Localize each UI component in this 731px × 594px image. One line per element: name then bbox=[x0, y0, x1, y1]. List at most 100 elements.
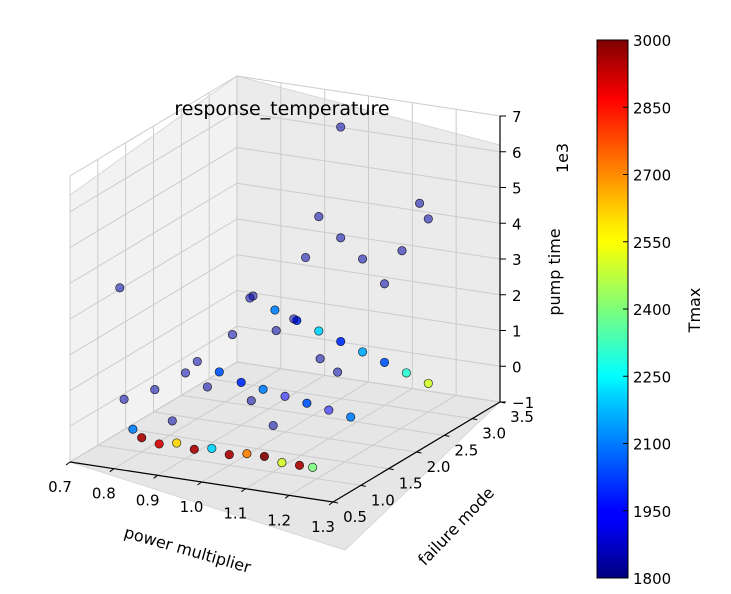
x-tick-mark bbox=[328, 501, 334, 506]
data-point bbox=[268, 420, 278, 431]
data-point bbox=[324, 405, 334, 415]
z-tick-label: 2 bbox=[512, 287, 522, 305]
y-tick-label: 2.5 bbox=[454, 441, 478, 459]
data-point bbox=[172, 438, 182, 448]
y-tick-mark bbox=[360, 484, 366, 487]
colorbar-tick-label: 2850 bbox=[633, 99, 671, 117]
data-point bbox=[150, 385, 160, 395]
data-point bbox=[189, 444, 199, 454]
x-tick-label: 0.8 bbox=[92, 485, 116, 503]
data-point bbox=[302, 398, 312, 408]
x-tick-label: 0.7 bbox=[48, 478, 72, 496]
colorbar-ticks: 1800 1950 2100 2250 2400 2550 2700 2850 3000 bbox=[623, 32, 671, 588]
grid-line-z-left bbox=[69, 182, 238, 284]
z-tick-label: 6 bbox=[512, 144, 522, 162]
grid-line-z-left bbox=[69, 218, 238, 320]
data-point bbox=[192, 356, 202, 367]
y-tick-mark bbox=[388, 468, 394, 471]
y-tick-mark bbox=[472, 418, 478, 421]
x-tick-mark bbox=[65, 461, 71, 466]
z-tick-label: 4 bbox=[512, 215, 522, 233]
x-tick-label: 1.0 bbox=[180, 498, 204, 516]
z-tick-label: 5 bbox=[512, 180, 522, 198]
grid-line-z-left bbox=[69, 75, 238, 177]
data-point bbox=[336, 122, 346, 132]
data-point bbox=[423, 378, 433, 388]
x-tick-mark bbox=[153, 474, 158, 479]
data-point bbox=[180, 368, 191, 378]
grid-line-y-floor bbox=[153, 411, 417, 453]
x-tick-label: 0.9 bbox=[136, 491, 160, 509]
data-point bbox=[242, 449, 252, 459]
colorbar-label: Tmax bbox=[685, 288, 704, 334]
y-tick-label: 0.5 bbox=[343, 508, 367, 526]
x-tick-mark bbox=[197, 481, 202, 486]
data-point bbox=[333, 367, 343, 377]
grid-line-y-floor bbox=[181, 394, 445, 436]
data-point bbox=[308, 462, 318, 472]
data-point bbox=[423, 214, 433, 224]
z-tick-label: −1 bbox=[512, 394, 534, 412]
colorbar-tick-label: 1950 bbox=[633, 503, 671, 521]
data-point bbox=[379, 357, 390, 367]
data-point bbox=[246, 396, 256, 406]
grid-line-y-floor bbox=[97, 444, 361, 486]
data-point bbox=[245, 293, 255, 303]
grid-line-y-floor bbox=[209, 378, 473, 420]
z-tick-label: 7 bbox=[512, 108, 522, 126]
y-tick-label: 1.0 bbox=[371, 491, 395, 509]
z-scale-label: 1e3 bbox=[553, 143, 572, 173]
z-axis-label: pump time bbox=[545, 228, 564, 315]
y-tick-label: 3.0 bbox=[482, 425, 506, 443]
z-tick-label: 1 bbox=[512, 323, 522, 341]
colorbar-tick-label: 1800 bbox=[633, 570, 671, 588]
colorbar-tick-label: 2250 bbox=[633, 368, 671, 386]
data-point bbox=[224, 450, 234, 460]
x-tick-label: 1.3 bbox=[311, 518, 335, 536]
z-tick-label: 3 bbox=[512, 251, 522, 269]
x-tick-label: 1.2 bbox=[267, 511, 291, 529]
data-point bbox=[236, 377, 246, 387]
data-point bbox=[271, 326, 281, 336]
data-point bbox=[137, 433, 147, 443]
data-point bbox=[167, 416, 177, 426]
colorbar-tick-label: 3000 bbox=[633, 32, 671, 50]
data-points bbox=[115, 122, 433, 472]
grid-line-z-left bbox=[69, 325, 238, 427]
data-point bbox=[379, 279, 390, 289]
y-axis-label: failure mode bbox=[414, 483, 498, 569]
colorbar-tick-label: 2550 bbox=[633, 234, 671, 252]
axes bbox=[65, 115, 506, 506]
grid-line-z-left bbox=[69, 361, 238, 463]
grid-line-z-left bbox=[69, 290, 238, 391]
data-point bbox=[301, 252, 311, 263]
data-point bbox=[280, 391, 290, 401]
grid-line-z-back bbox=[236, 218, 501, 260]
grid-line-z-back bbox=[236, 254, 501, 296]
grid-line-z-left bbox=[69, 254, 238, 356]
data-point bbox=[258, 384, 268, 394]
x-axis-label: power multiplier bbox=[122, 523, 253, 577]
colorbar-tick-label: 2700 bbox=[633, 167, 671, 185]
x-tick-mark bbox=[284, 494, 290, 499]
colorbar-tick-label: 2100 bbox=[633, 436, 671, 454]
grid-line-z-left bbox=[69, 147, 238, 248]
data-point bbox=[358, 347, 368, 357]
grid-line-z-left bbox=[69, 111, 238, 213]
data-point bbox=[315, 354, 325, 364]
data-point bbox=[259, 451, 269, 461]
data-point bbox=[401, 368, 411, 378]
grid-line-z-back bbox=[236, 361, 501, 403]
data-point bbox=[119, 394, 129, 404]
data-point bbox=[314, 212, 324, 222]
data-point bbox=[128, 424, 138, 434]
y-tick-label: 1.5 bbox=[399, 475, 423, 493]
y-tick-mark bbox=[444, 434, 450, 437]
data-point bbox=[346, 412, 356, 422]
x-tick-mark bbox=[241, 488, 246, 493]
chart-title: response_temperature bbox=[174, 98, 389, 120]
grid-line-y-floor bbox=[125, 428, 389, 470]
data-point bbox=[207, 443, 217, 453]
data-point bbox=[227, 330, 237, 340]
